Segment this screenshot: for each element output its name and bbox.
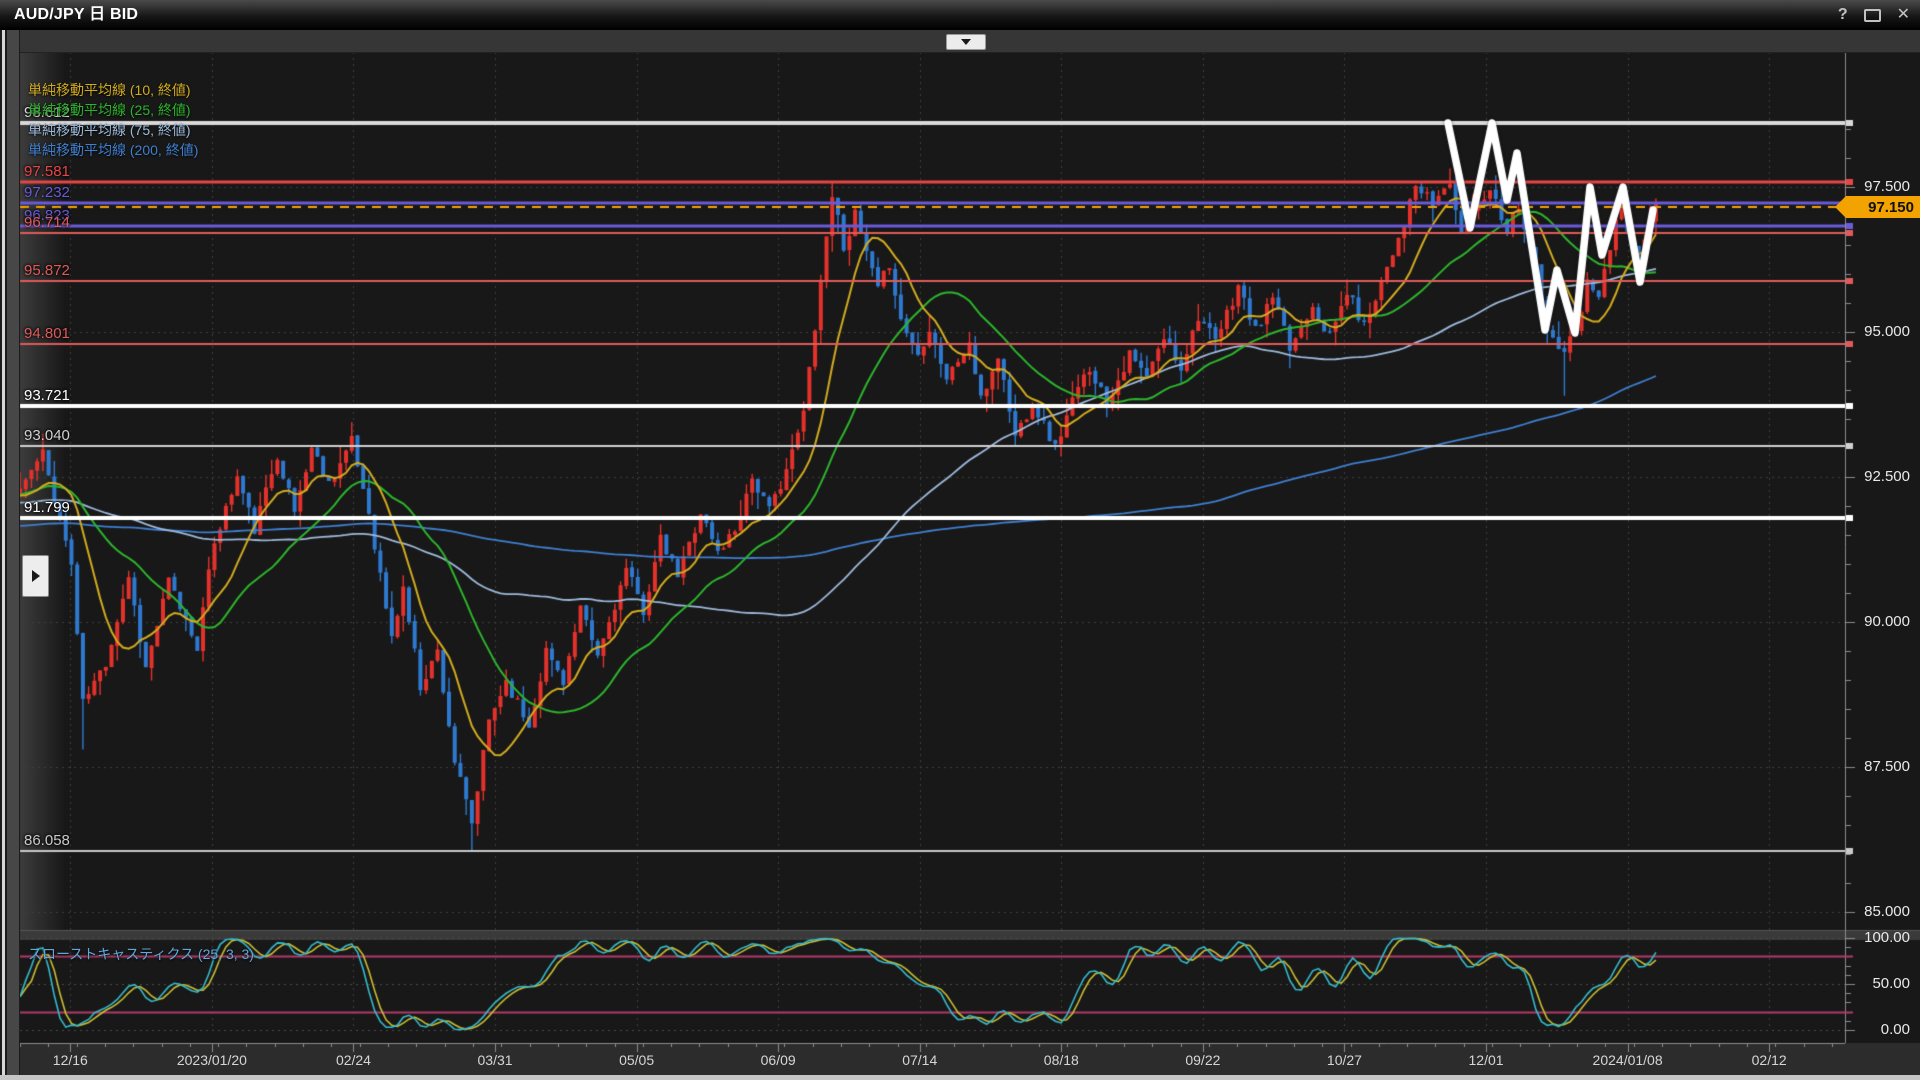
window-controls: ? ✕ (1838, 0, 1910, 30)
chevron-right-icon (31, 570, 40, 582)
price-line-label: 97.232 (24, 183, 70, 201)
window-bottom-border (0, 1075, 1920, 1080)
title-bar: AUD/JPY 日 BID ? ✕ (0, 0, 1920, 30)
x-axis-date-label: 12/01 (1468, 1052, 1504, 1068)
price-line-label: 96.823 (24, 207, 70, 225)
window-left-border (2, 4, 5, 1080)
legend-item-ma25: 単純移動平均線 (25, 終値) (28, 102, 191, 118)
current-price-value: 97.150 (1868, 198, 1914, 216)
y-axis-label: 97.500 (1864, 178, 1910, 195)
stoch-axis-label: 100.00 (1864, 929, 1910, 946)
x-axis-date-label: 02/24 (335, 1052, 371, 1068)
x-axis-date-label: 07/14 (902, 1052, 938, 1068)
x-axis-date-label: 10/27 (1326, 1052, 1362, 1068)
x-axis-date-label: 05/05 (619, 1052, 655, 1068)
collapsed-sidebar[interactable] (7, 30, 19, 1080)
help-button[interactable]: ? (1837, 6, 1848, 23)
maximize-icon[interactable] (1863, 8, 1881, 22)
price-line-label: 94.801 (24, 324, 70, 342)
price-line-label: 91.799 (24, 498, 70, 516)
x-axis-date-label: 2024/01/08 (1592, 1052, 1663, 1068)
y-axis-label: 85.000 (1864, 903, 1910, 920)
price-line-label: 95.872 (24, 262, 70, 280)
stoch-axis-label: 0.00 (1880, 1021, 1910, 1038)
x-axis-date-label: 08/18 (1043, 1052, 1079, 1068)
price-line-label: 96.714 (24, 213, 70, 231)
stochastic-label: スローストキャスティクス (25, 3, 3) (28, 946, 254, 962)
x-axis-date-label: 2023/01/20 (176, 1052, 247, 1068)
x-axis-date-label: 02/12 (1751, 1052, 1787, 1068)
x-axis-date-label: 06/09 (760, 1052, 796, 1068)
current-price-badge: 97.150 (1835, 196, 1920, 218)
price-line-label: 97.581 (24, 163, 70, 181)
price-line-label: 86.058 (24, 831, 70, 849)
legend-item-ma75: 単純移動平均線 (75, 終値) (28, 122, 191, 138)
x-axis-date-label: 03/31 (477, 1052, 513, 1068)
left-rail (0, 4, 20, 1080)
y-axis-label: 95.000 (1864, 323, 1910, 340)
expand-sidebar-button[interactable] (22, 555, 49, 597)
legend-item-ma10: 単純移動平均線 (10, 終値) (28, 82, 191, 98)
stoch-axis-label: 50.00 (1872, 975, 1910, 992)
y-axis-label: 90.000 (1864, 613, 1910, 630)
price-line-label: 93.721 (24, 387, 70, 405)
top-toolbar-strip (20, 30, 1920, 53)
legend-item-ma200: 単純移動平均線 (200, 終値) (28, 142, 199, 158)
price-line-label: 93.040 (24, 426, 70, 444)
y-axis-label: 87.500 (1864, 758, 1910, 775)
close-icon[interactable]: ✕ (1896, 6, 1910, 23)
y-axis-label: 92.500 (1864, 468, 1910, 485)
x-axis-date-label: 12/16 (52, 1052, 88, 1068)
x-axis-date-label: 09/22 (1185, 1052, 1221, 1068)
price-line-label: 98.612 (24, 103, 70, 121)
chevron-down-icon (961, 39, 971, 45)
window-title: AUD/JPY 日 BID (14, 6, 139, 23)
price-badge-arrow-icon (1835, 196, 1846, 218)
collapse-toolbar-button[interactable] (946, 34, 986, 50)
